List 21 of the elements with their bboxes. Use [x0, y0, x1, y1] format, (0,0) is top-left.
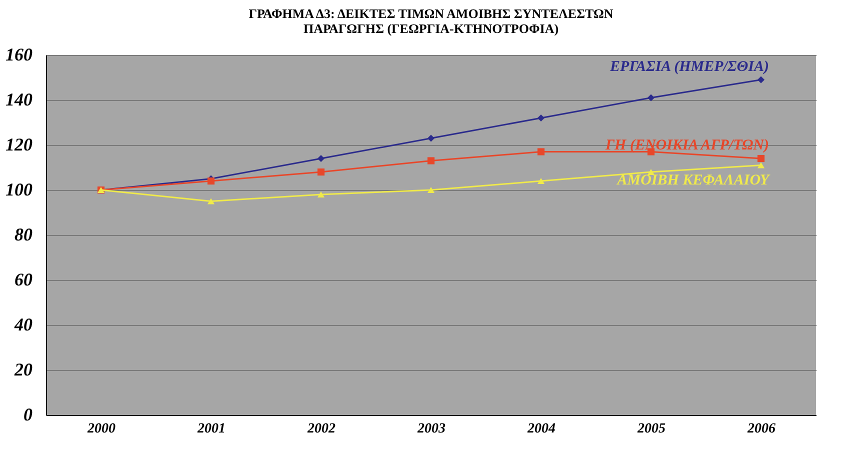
x-tick-label: 2002 [306, 422, 336, 436]
text: ΓΡΑΦΗΜΑ Δ3: ΔΕΙΚΤΕΣ ΤΙΜΩΝ ΑΜΟΙΒΗΣ ΣΥΝΤΕΛΕΣΤΩΝ [248, 6, 614, 21]
text: ΠΑΡΑΓΩΓΗΣ (ΓΕΩΡΓΙΑ-ΚΤΗΝΟΤΡΟΦΙΑ) [303, 21, 559, 36]
y-tick-label: 60 [14, 270, 32, 290]
x-tick-label: 2006 [746, 422, 776, 436]
y-tick-label: 20 [14, 360, 32, 380]
x-tick-label: 2005 [636, 422, 666, 436]
series-label: ΑΜΟΙΒΗ ΚΕΦΑΛΑΙΟΥ [616, 172, 771, 188]
x-tick-label: 2003 [416, 422, 446, 436]
x-tick-label: 2004 [526, 422, 556, 436]
series-label: ΓΗ (ΕΝΟΙΚΙΑ ΑΓΡ/ΤΩΝ) [604, 138, 770, 154]
x-tick-label: 2000 [86, 422, 116, 436]
y-tick-label: 120 [6, 134, 32, 154]
y-tick-label: 100 [6, 180, 32, 200]
series-label: ΕΡΓΑΣΙΑ (ΗΜΕΡ/ΣΘΙΑ) [609, 58, 769, 75]
y-tick-label: 140 [6, 90, 32, 110]
y-tick-label: 40 [14, 314, 32, 334]
y-tick-label: 160 [6, 44, 32, 64]
y-tick-label: 0 [24, 404, 32, 424]
y-tick-label: 80 [14, 224, 32, 244]
x-tick-label: 2001 [196, 422, 226, 436]
